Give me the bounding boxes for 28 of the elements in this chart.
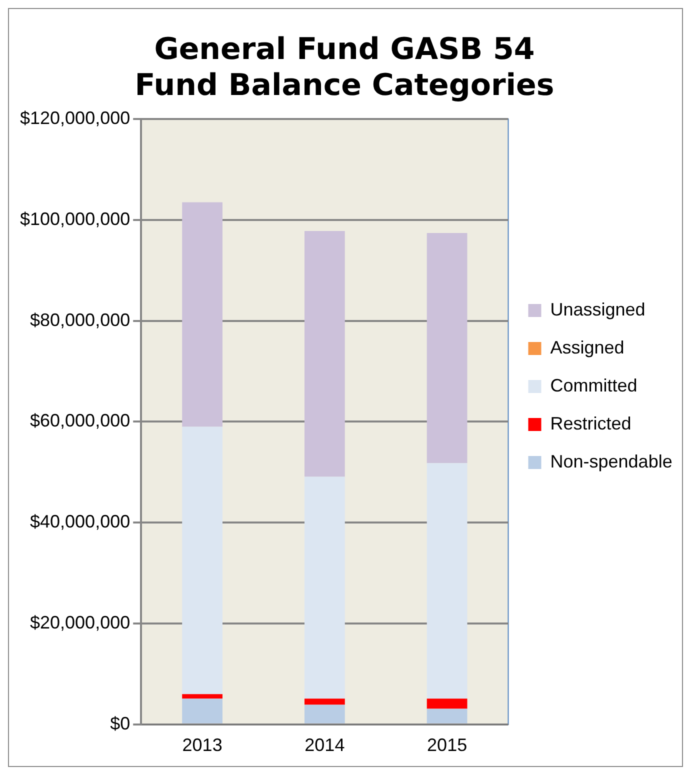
legend-label: Unassigned bbox=[550, 299, 646, 320]
bar bbox=[182, 426, 222, 694]
bar bbox=[426, 708, 468, 724]
y-tick-label: $80,000,000 bbox=[30, 310, 130, 330]
y-tick-label: $60,000,000 bbox=[30, 410, 130, 431]
bar bbox=[182, 698, 222, 724]
bar bbox=[182, 694, 222, 699]
bar bbox=[304, 476, 345, 699]
legend-label: Non-spendable bbox=[550, 451, 672, 472]
bar bbox=[426, 233, 468, 464]
bar bbox=[426, 463, 468, 699]
y-tick-label: $120,000,000 bbox=[20, 108, 130, 128]
y-tick-label: $0 bbox=[110, 713, 130, 734]
chart-title: General Fund GASB 54 Fund Balance Categories bbox=[134, 32, 554, 103]
bar bbox=[426, 698, 468, 709]
y-tick-label: $40,000,000 bbox=[30, 512, 130, 532]
y-tick-label: $100,000,000 bbox=[20, 208, 130, 229]
y-tick-label: $20,000,000 bbox=[30, 612, 130, 632]
bar bbox=[182, 202, 222, 427]
bar bbox=[304, 231, 345, 477]
legend-label: Committed bbox=[550, 375, 638, 396]
bar bbox=[304, 698, 345, 705]
x-tick-label: 2013 bbox=[182, 735, 222, 756]
x-tick-label: 2015 bbox=[427, 735, 468, 756]
bar bbox=[304, 704, 345, 724]
x-tick-label: 2014 bbox=[304, 735, 345, 756]
legend-label: Assigned bbox=[550, 337, 624, 358]
legend-label: Restricted bbox=[550, 413, 632, 434]
